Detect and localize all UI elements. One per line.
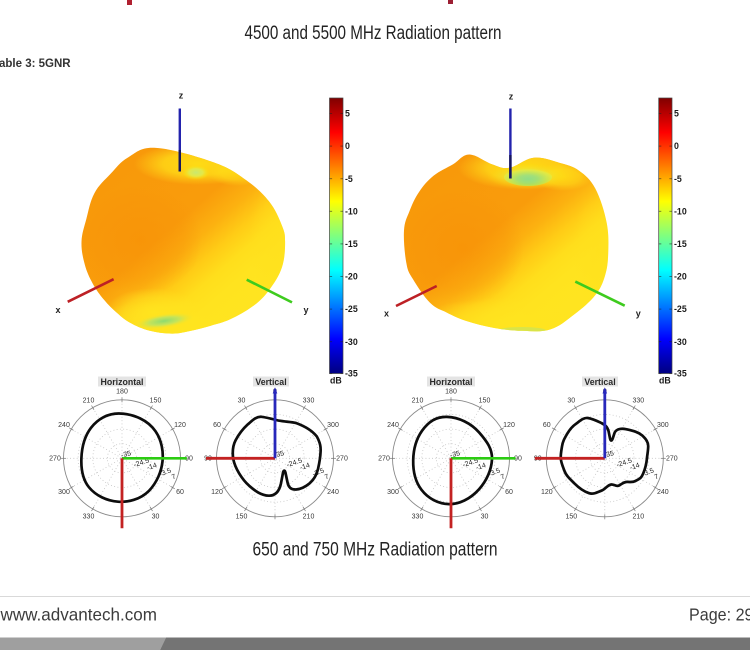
- svg-text:-3.5: -3.5: [488, 467, 502, 478]
- svg-text:90: 90: [185, 456, 193, 463]
- svg-text:120: 120: [503, 422, 515, 429]
- svg-text:-15: -15: [345, 239, 358, 249]
- svg-text:7: 7: [171, 473, 177, 481]
- svg-text:-24.5: -24.5: [462, 457, 479, 469]
- svg-text:240: 240: [657, 489, 669, 496]
- svg-text:Vertical: Vertical: [255, 377, 286, 387]
- svg-text:-10: -10: [345, 206, 358, 216]
- svg-text:7: 7: [500, 473, 506, 481]
- svg-text:-24.5: -24.5: [616, 457, 633, 469]
- svg-text:180: 180: [116, 389, 128, 396]
- svg-text:x: x: [384, 309, 389, 319]
- svg-text:60: 60: [213, 422, 221, 429]
- svg-text:Table 3: 5GNR: Table 3: 5GNR: [0, 58, 71, 70]
- svg-text:-20: -20: [674, 272, 687, 282]
- svg-text:270: 270: [336, 456, 348, 463]
- svg-text:300: 300: [657, 422, 669, 429]
- svg-text:270: 270: [378, 456, 390, 463]
- svg-text:7: 7: [324, 473, 330, 481]
- svg-text:www.advantech.com: www.advantech.com: [0, 605, 157, 625]
- svg-text:dB: dB: [330, 376, 342, 386]
- svg-text:330: 330: [83, 514, 95, 521]
- svg-text:150: 150: [236, 514, 248, 521]
- svg-text:-30: -30: [345, 337, 358, 347]
- svg-text:650 and 750 MHz Radiation patt: 650 and 750 MHz Radiation pattern: [253, 539, 498, 560]
- svg-text:60: 60: [176, 489, 184, 496]
- svg-text:-14: -14: [475, 462, 487, 472]
- svg-text:300: 300: [58, 489, 70, 496]
- svg-text:Page: 29: Page: 29: [689, 605, 750, 625]
- svg-text:0: 0: [674, 141, 679, 151]
- svg-text:-30: -30: [674, 337, 687, 347]
- svg-text:120: 120: [541, 489, 553, 496]
- svg-text:180: 180: [445, 389, 457, 396]
- svg-text:y: y: [303, 305, 308, 315]
- svg-text:30: 30: [567, 398, 575, 405]
- svg-text:-3.5: -3.5: [159, 467, 173, 478]
- svg-text:-35: -35: [121, 450, 132, 459]
- svg-text:60: 60: [543, 422, 551, 429]
- svg-text:7: 7: [654, 473, 660, 481]
- svg-text:-35: -35: [603, 450, 614, 459]
- svg-text:270: 270: [49, 456, 61, 463]
- svg-text:240: 240: [58, 422, 70, 429]
- svg-text:-35: -35: [450, 450, 461, 459]
- svg-text:-25: -25: [345, 304, 358, 314]
- svg-text:90: 90: [514, 456, 522, 463]
- svg-text:-24.5: -24.5: [286, 457, 303, 469]
- svg-text:150: 150: [479, 398, 491, 405]
- svg-text:150: 150: [565, 514, 577, 521]
- svg-text:60: 60: [505, 489, 513, 496]
- svg-text:-5: -5: [674, 174, 682, 184]
- svg-text:240: 240: [387, 422, 399, 429]
- svg-text:210: 210: [83, 398, 95, 405]
- svg-text:-3.5: -3.5: [641, 467, 655, 478]
- svg-text:210: 210: [632, 514, 644, 521]
- svg-text:330: 330: [412, 514, 424, 521]
- svg-text:150: 150: [150, 398, 162, 405]
- svg-text:Horizontal: Horizontal: [429, 377, 472, 387]
- svg-text:z: z: [179, 91, 184, 101]
- svg-text:30: 30: [238, 398, 246, 405]
- svg-text:-14: -14: [299, 462, 311, 472]
- svg-text:-20: -20: [345, 272, 358, 282]
- svg-text:-35: -35: [345, 369, 358, 379]
- svg-text:330: 330: [632, 398, 644, 405]
- svg-text:x: x: [55, 305, 60, 315]
- svg-text:Horizontal: Horizontal: [100, 377, 143, 387]
- svg-text:210: 210: [303, 514, 315, 521]
- svg-text:0: 0: [345, 141, 350, 151]
- svg-text:z: z: [509, 91, 514, 101]
- svg-text:210: 210: [412, 398, 424, 405]
- svg-text:-14: -14: [146, 462, 158, 472]
- svg-text:5: 5: [345, 109, 350, 119]
- svg-text:-3.5: -3.5: [312, 467, 326, 478]
- svg-text:4500 and 5500 MHz Radiation pa: 4500 and 5500 MHz Radiation pattern: [245, 23, 502, 44]
- svg-text:-5: -5: [345, 174, 353, 184]
- svg-text:240: 240: [327, 489, 339, 496]
- svg-text:120: 120: [211, 489, 223, 496]
- svg-text:-35: -35: [274, 450, 285, 459]
- svg-text:300: 300: [327, 422, 339, 429]
- svg-text:-35: -35: [674, 369, 687, 379]
- svg-text:-15: -15: [674, 239, 687, 249]
- svg-text:-24.5: -24.5: [133, 457, 150, 469]
- svg-text:-14: -14: [629, 462, 641, 472]
- svg-text:y: y: [636, 309, 641, 319]
- svg-text:30: 30: [152, 514, 160, 521]
- svg-text:5: 5: [674, 109, 679, 119]
- svg-text:-10: -10: [674, 206, 687, 216]
- svg-text:30: 30: [481, 514, 489, 521]
- svg-text:dB: dB: [659, 376, 671, 386]
- svg-text:120: 120: [174, 422, 186, 429]
- svg-text:300: 300: [387, 489, 399, 496]
- svg-text:-25: -25: [674, 304, 687, 314]
- svg-text:270: 270: [666, 456, 678, 463]
- svg-text:330: 330: [303, 398, 315, 405]
- svg-text:Vertical: Vertical: [584, 377, 615, 387]
